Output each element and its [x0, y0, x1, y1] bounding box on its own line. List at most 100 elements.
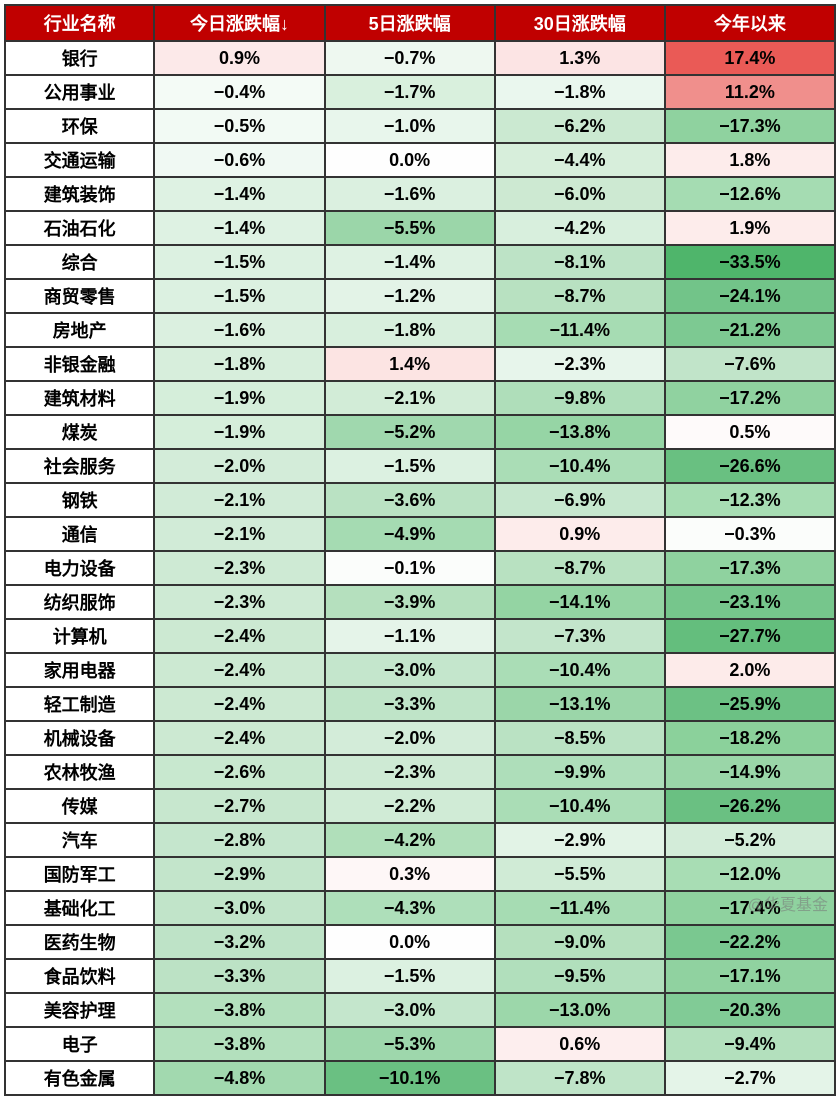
value-cell: −10.1%	[325, 1061, 495, 1095]
value-cell: −2.0%	[154, 449, 324, 483]
value-cell: −5.5%	[495, 857, 665, 891]
value-cell: −1.8%	[495, 75, 665, 109]
table-row: 公用事业−0.4%−1.7%−1.8%11.2%	[5, 75, 835, 109]
industry-name-cell: 传媒	[5, 789, 154, 823]
value-cell: −2.3%	[154, 585, 324, 619]
industry-name-cell: 美容护理	[5, 993, 154, 1027]
value-cell: 0.6%	[495, 1027, 665, 1061]
industry-name-cell: 食品饮料	[5, 959, 154, 993]
value-cell: −13.8%	[495, 415, 665, 449]
value-cell: −10.4%	[495, 653, 665, 687]
table-row: 医药生物−3.2%0.0%−9.0%−22.2%	[5, 925, 835, 959]
col-header-1[interactable]: 5日涨跌幅	[325, 5, 495, 41]
table-row: 银行0.9%−0.7%1.3%17.4%	[5, 41, 835, 75]
value-cell: −26.2%	[665, 789, 835, 823]
value-cell: 17.4%	[665, 41, 835, 75]
table-row: 轻工制造−2.4%−3.3%−13.1%−25.9%	[5, 687, 835, 721]
industry-name-cell: 房地产	[5, 313, 154, 347]
value-cell: −9.4%	[665, 1027, 835, 1061]
value-cell: −0.3%	[665, 517, 835, 551]
table-row: 建筑装饰−1.4%−1.6%−6.0%−12.6%	[5, 177, 835, 211]
industry-name-cell: 机械设备	[5, 721, 154, 755]
table-row: 汽车−2.8%−4.2%−2.9%−5.2%	[5, 823, 835, 857]
industry-name-cell: 公用事业	[5, 75, 154, 109]
table-row: 家用电器−2.4%−3.0%−10.4%2.0%	[5, 653, 835, 687]
value-cell: −2.8%	[154, 823, 324, 857]
value-cell: −10.4%	[495, 449, 665, 483]
table-row: 钢铁−2.1%−3.6%−6.9%−12.3%	[5, 483, 835, 517]
value-cell: −21.2%	[665, 313, 835, 347]
table-body: 银行0.9%−0.7%1.3%17.4%公用事业−0.4%−1.7%−1.8%1…	[5, 41, 835, 1095]
industry-name-cell: 轻工制造	[5, 687, 154, 721]
industry-name-cell: 交通运输	[5, 143, 154, 177]
value-cell: −1.8%	[325, 313, 495, 347]
value-cell: −4.4%	[495, 143, 665, 177]
table-row: 环保−0.5%−1.0%−6.2%−17.3%	[5, 109, 835, 143]
value-cell: −4.2%	[325, 823, 495, 857]
value-cell: −1.1%	[325, 619, 495, 653]
value-cell: 1.4%	[325, 347, 495, 381]
value-cell: −17.3%	[665, 551, 835, 585]
value-cell: −3.0%	[154, 891, 324, 925]
value-cell: −12.3%	[665, 483, 835, 517]
table-row: 美容护理−3.8%−3.0%−13.0%−20.3%	[5, 993, 835, 1027]
value-cell: −0.7%	[325, 41, 495, 75]
value-cell: −2.3%	[495, 347, 665, 381]
table-row: 农林牧渔−2.6%−2.3%−9.9%−14.9%	[5, 755, 835, 789]
industry-name-cell: 钢铁	[5, 483, 154, 517]
value-cell: −1.9%	[154, 381, 324, 415]
value-cell: −4.3%	[325, 891, 495, 925]
value-cell: −25.9%	[665, 687, 835, 721]
value-cell: −23.1%	[665, 585, 835, 619]
value-cell: −3.9%	[325, 585, 495, 619]
value-cell: −12.6%	[665, 177, 835, 211]
industry-name-cell: 有色金属	[5, 1061, 154, 1095]
value-cell: −6.2%	[495, 109, 665, 143]
value-cell: −13.1%	[495, 687, 665, 721]
table-row: 传媒−2.7%−2.2%−10.4%−26.2%	[5, 789, 835, 823]
value-cell: 1.9%	[665, 211, 835, 245]
value-cell: −5.2%	[665, 823, 835, 857]
col-header-name[interactable]: 行业名称	[5, 5, 154, 41]
value-cell: 0.0%	[325, 143, 495, 177]
industry-name-cell: 煤炭	[5, 415, 154, 449]
col-header-0[interactable]: 今日涨跌幅↓	[154, 5, 324, 41]
value-cell: −9.9%	[495, 755, 665, 789]
value-cell: 0.5%	[665, 415, 835, 449]
value-cell: −8.7%	[495, 551, 665, 585]
value-cell: −2.6%	[154, 755, 324, 789]
value-cell: −4.8%	[154, 1061, 324, 1095]
table-row: 有色金属−4.8%−10.1%−7.8%−2.7%	[5, 1061, 835, 1095]
value-cell: −2.7%	[665, 1061, 835, 1095]
value-cell: −2.3%	[325, 755, 495, 789]
value-cell: −8.1%	[495, 245, 665, 279]
value-cell: −17.4%	[665, 891, 835, 925]
value-cell: −3.3%	[325, 687, 495, 721]
value-cell: −13.0%	[495, 993, 665, 1027]
col-header-3[interactable]: 今年以来	[665, 5, 835, 41]
industry-name-cell: 通信	[5, 517, 154, 551]
value-cell: −33.5%	[665, 245, 835, 279]
table-row: 建筑材料−1.9%−2.1%−9.8%−17.2%	[5, 381, 835, 415]
table-row: 计算机−2.4%−1.1%−7.3%−27.7%	[5, 619, 835, 653]
value-cell: −2.0%	[325, 721, 495, 755]
col-header-2[interactable]: 30日涨跌幅	[495, 5, 665, 41]
value-cell: −22.2%	[665, 925, 835, 959]
value-cell: 0.9%	[154, 41, 324, 75]
value-cell: −0.1%	[325, 551, 495, 585]
value-cell: −2.1%	[154, 517, 324, 551]
value-cell: −1.4%	[154, 211, 324, 245]
industry-name-cell: 电子	[5, 1027, 154, 1061]
table-row: 电力设备−2.3%−0.1%−8.7%−17.3%	[5, 551, 835, 585]
value-cell: −1.4%	[325, 245, 495, 279]
value-cell: −4.9%	[325, 517, 495, 551]
value-cell: 11.2%	[665, 75, 835, 109]
table-row: 交通运输−0.6%0.0%−4.4%1.8%	[5, 143, 835, 177]
industry-name-cell: 环保	[5, 109, 154, 143]
value-cell: 0.3%	[325, 857, 495, 891]
industry-name-cell: 基础化工	[5, 891, 154, 925]
value-cell: 2.0%	[665, 653, 835, 687]
value-cell: −3.2%	[154, 925, 324, 959]
table-row: 社会服务−2.0%−1.5%−10.4%−26.6%	[5, 449, 835, 483]
value-cell: −3.8%	[154, 1027, 324, 1061]
